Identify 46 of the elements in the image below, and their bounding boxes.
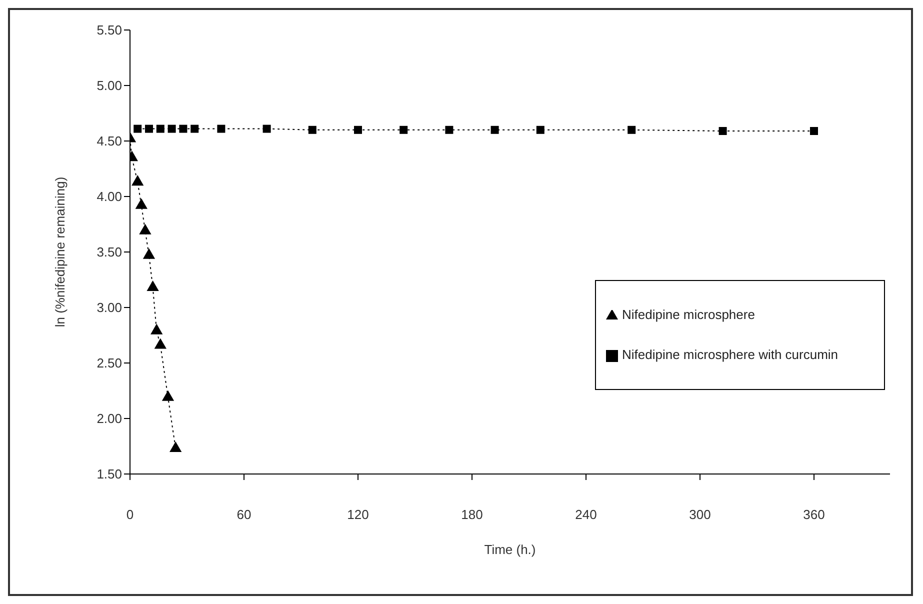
y-axis-title: ln (%nifedipine remaining) (52, 176, 68, 328)
point (217, 124, 226, 133)
point (308, 126, 316, 134)
point (810, 127, 818, 136)
point (400, 126, 408, 134)
point (162, 390, 174, 401)
point (718, 127, 727, 136)
x-tick-label: 360 (803, 507, 825, 522)
point (445, 126, 454, 134)
point (179, 124, 188, 133)
point (170, 441, 182, 452)
point (150, 324, 163, 334)
point (262, 124, 271, 133)
legend-label: Nifedipine microsphere (622, 307, 755, 322)
legend-label: Nifedipine microsphere with curcumin (622, 347, 838, 362)
point (628, 126, 636, 134)
y-tick-label: 5.50 (96, 22, 122, 38)
y-tick-label: 4.00 (96, 189, 122, 204)
y-tick-label: 3.00 (96, 300, 122, 316)
point (536, 126, 544, 134)
point (134, 124, 142, 133)
point (354, 126, 362, 134)
y-tick-label: 3.50 (96, 244, 122, 260)
point (156, 124, 164, 133)
x-tick-label: 180 (461, 507, 483, 522)
x-axis-title: Time (h.) (484, 542, 536, 557)
y-tick-label: 1.50 (96, 466, 122, 482)
point (135, 198, 148, 209)
point (132, 175, 144, 186)
y-tick-label: 2.00 (96, 411, 122, 426)
x-tick-label: 120 (347, 507, 369, 522)
point (145, 124, 153, 133)
x-tick-label: 0 (126, 507, 134, 522)
y-tick-label: 2.50 (96, 356, 122, 371)
point (490, 126, 499, 134)
point (139, 224, 152, 234)
y-tick-label: 5.00 (96, 78, 122, 94)
x-tick-label: 60 (236, 507, 252, 522)
x-tick-label: 300 (689, 507, 711, 522)
point (168, 124, 176, 133)
point (146, 280, 159, 292)
point (154, 338, 166, 349)
point (142, 248, 156, 259)
x-tick-label: 240 (575, 507, 597, 522)
point (190, 124, 199, 133)
y-tick-label: 4.50 (96, 134, 122, 149)
